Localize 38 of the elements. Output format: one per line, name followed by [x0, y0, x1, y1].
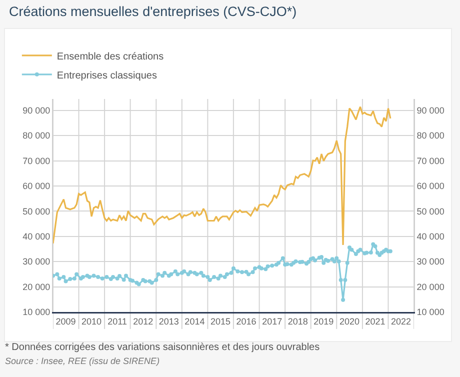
y-tick-label: 50 000	[22, 206, 50, 216]
x-tick-label: 2010	[82, 316, 102, 326]
x-tick-label: 2016	[236, 316, 256, 326]
source-note: Source : Insee, REE (issu de SIRENE)	[5, 356, 161, 366]
x-tick-label: 2021	[365, 316, 386, 326]
y2-tick-label: 30 000	[416, 256, 444, 267]
x-tick-label: 2012	[133, 316, 154, 326]
y-tick-label: 80 000	[22, 130, 50, 141]
y2-tick-label: 40 000	[416, 232, 444, 242]
y-tick-label: 90 000	[22, 105, 50, 116]
y-tick-label: 20 000	[22, 282, 50, 292]
y-tick-label: 10 000	[22, 307, 50, 318]
x-tick-label: 2017	[262, 316, 282, 326]
y-tick-label: 40 000	[22, 232, 50, 242]
y2-tick-label: 60 000	[416, 181, 444, 192]
x-tick-label: 2019	[314, 316, 334, 326]
y2-tick-label: 20 000	[416, 282, 444, 292]
x-tick-label: 2011	[108, 316, 127, 326]
x-tick-label: 2015	[210, 316, 230, 326]
y-tick-label: 30 000	[22, 256, 50, 267]
x-tick-label: 2020	[339, 316, 360, 326]
y2-tick-label: 90 000	[416, 105, 444, 116]
y2-tick-label: 50 000	[416, 206, 444, 216]
text: * Données corrigées des variations saisonnières et des jours ouvrables	[5, 342, 320, 353]
legend-label: Ensemble des créations	[56, 51, 164, 62]
y2-tick-label: 80 000	[416, 130, 444, 141]
y-tick-label: 70 000	[22, 156, 50, 166]
chart-title: Créations mensuelles d'entreprises (CVS-CJO*)	[9, 4, 297, 19]
x-tick-label: 2022	[390, 316, 412, 326]
x-tick-label: 2018	[288, 316, 308, 326]
x-tick-label: 2009	[56, 316, 76, 326]
line-series	[53, 106, 392, 246]
y2-tick-label: 70 000	[416, 156, 444, 166]
legend-label: Entreprises classiques	[56, 70, 157, 82]
y2-tick-label: 10 000	[416, 307, 444, 318]
x-tick-label: 2013	[158, 316, 179, 326]
y-tick-label: 60 000	[22, 181, 50, 192]
x-tick-label: 2014	[184, 316, 205, 326]
